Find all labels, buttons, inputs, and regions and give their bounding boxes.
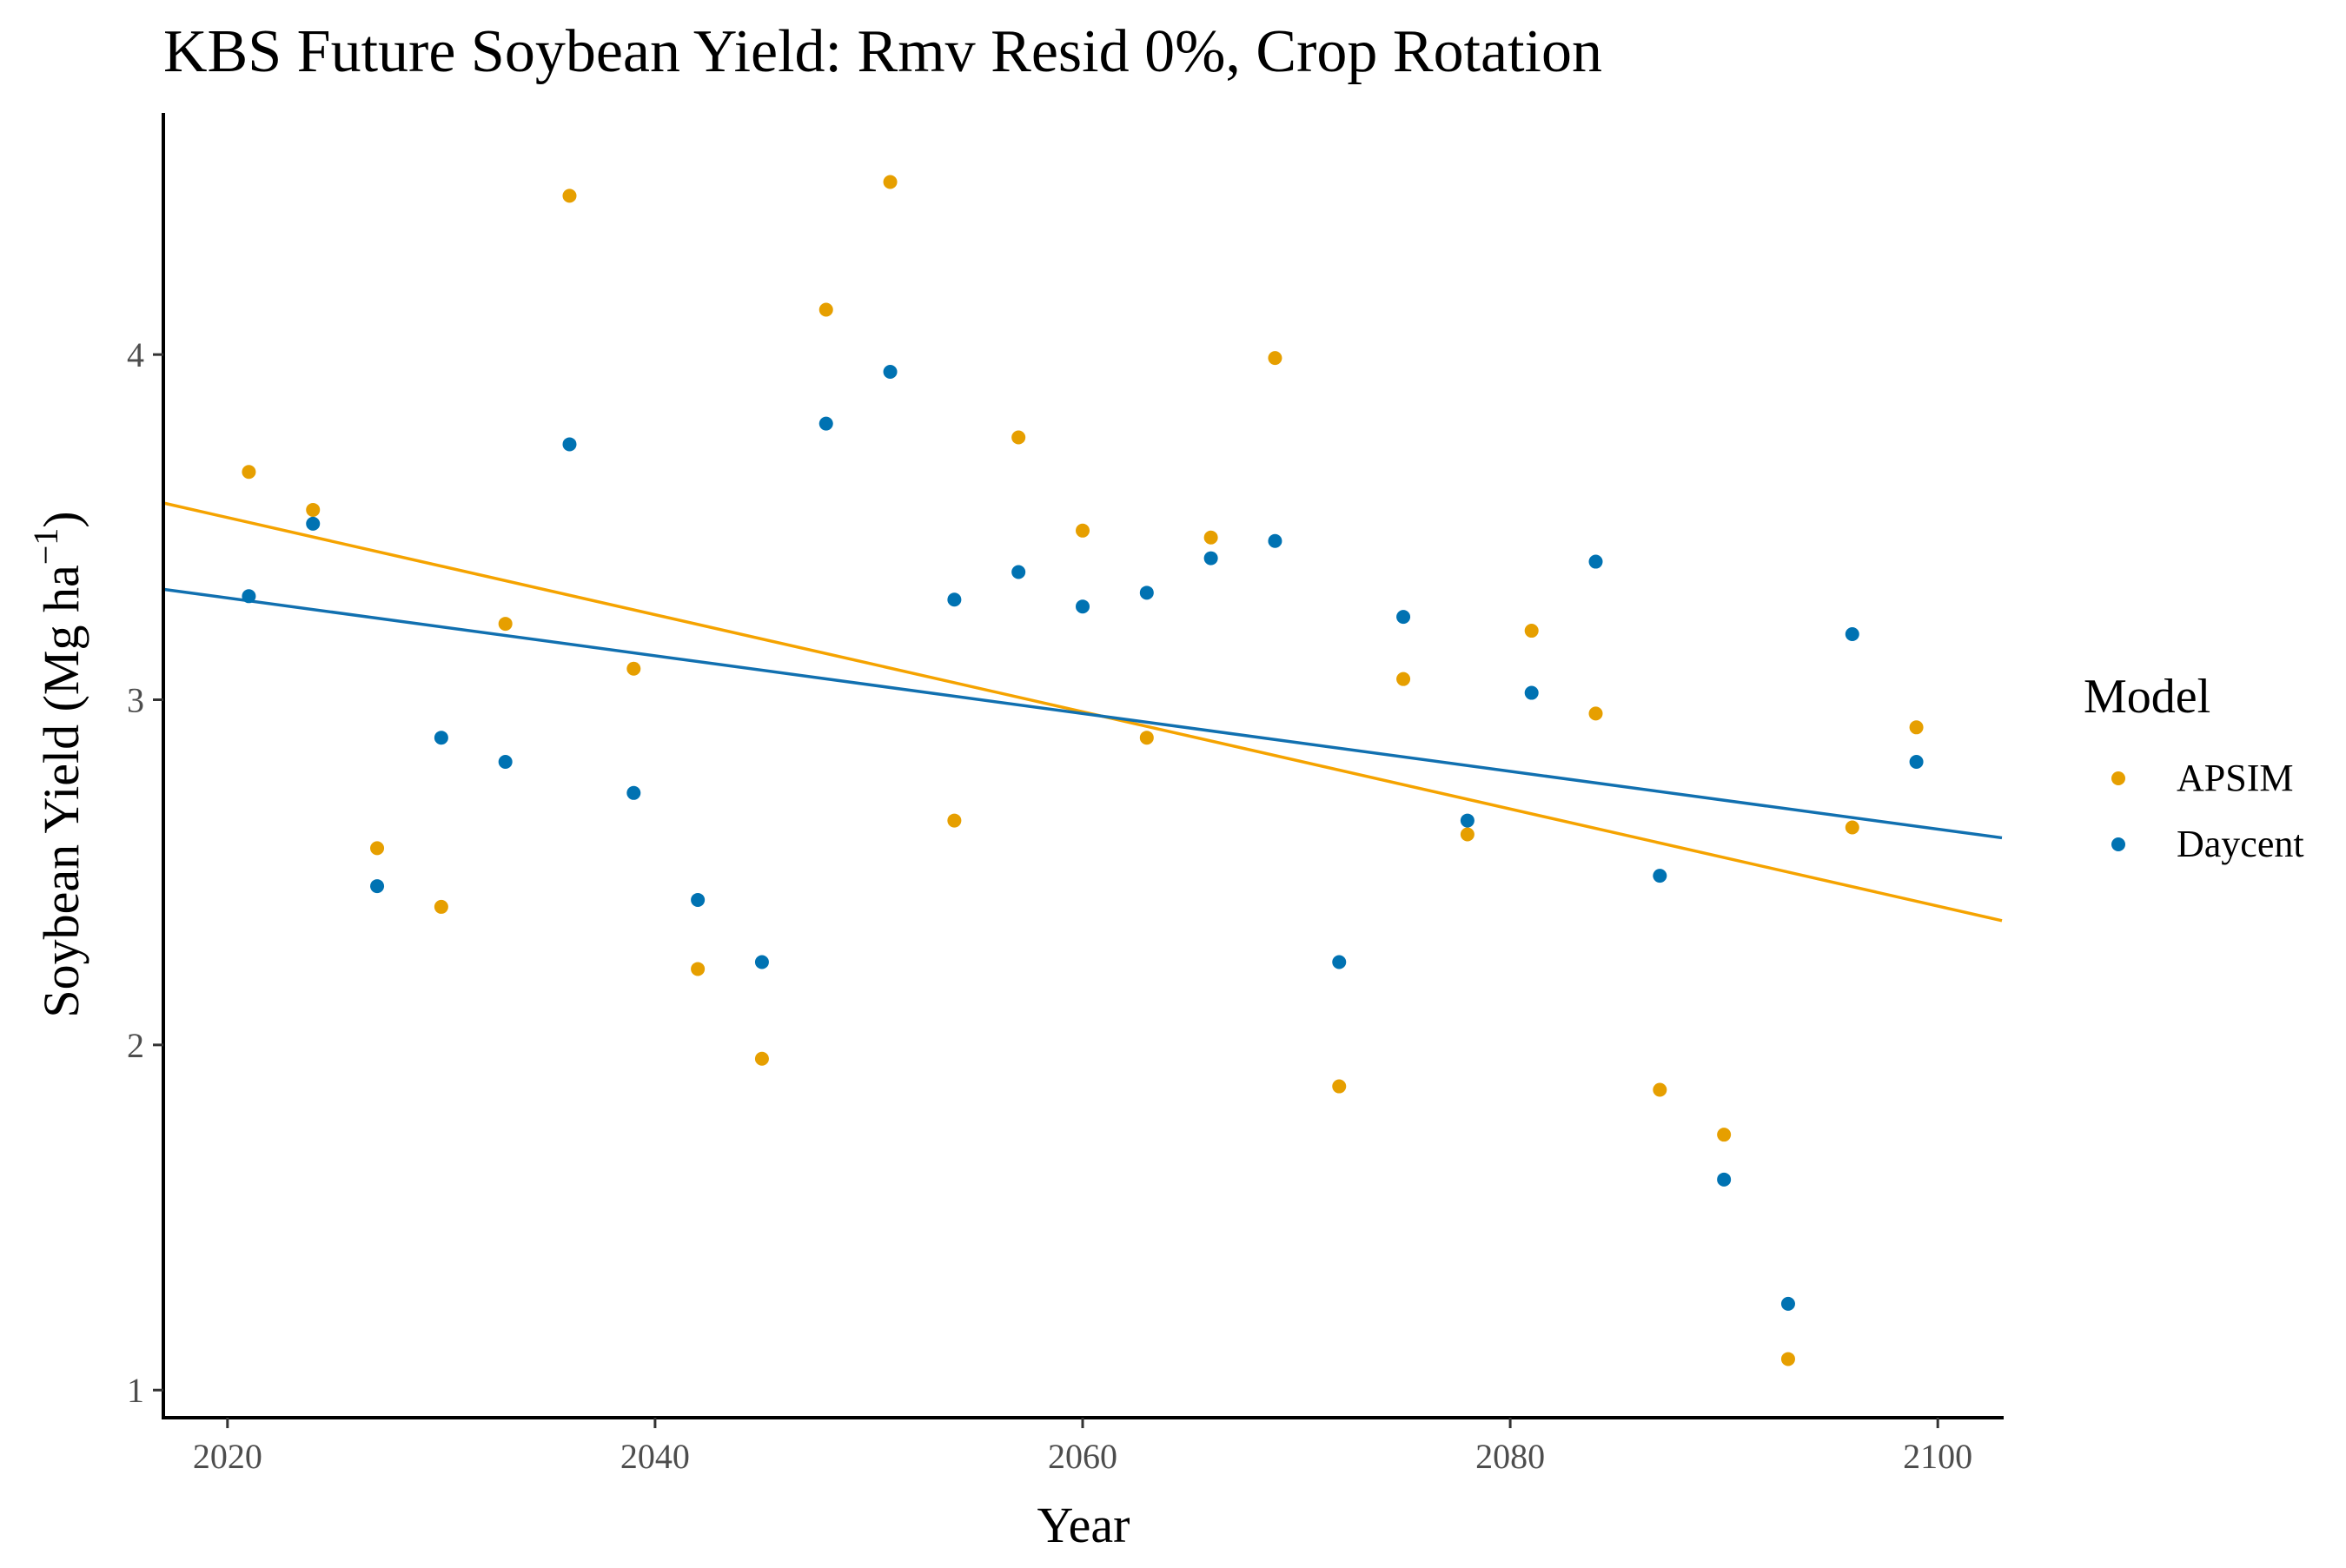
data-point-apsim xyxy=(691,962,706,976)
plot-area xyxy=(162,175,2003,1366)
x-tick-label: 2100 xyxy=(1903,1437,1972,1476)
legend-label-daycent: Daycent xyxy=(2177,823,2304,865)
legend-entries: APSIM Daycent xyxy=(2111,757,2304,865)
data-point-daycent xyxy=(1011,565,1026,579)
y-tick-label: 4 xyxy=(127,335,144,374)
data-point-apsim xyxy=(1653,1082,1667,1097)
data-point-apsim xyxy=(947,813,962,828)
data-point-apsim xyxy=(1268,351,1282,366)
y-axis-label: Soybean Yield (Mg ha−1) xyxy=(26,511,89,1017)
data-point-apsim xyxy=(1011,430,1026,445)
trend-line-apsim xyxy=(162,501,2003,923)
data-point-daycent xyxy=(1268,533,1282,548)
legend-key-daycent xyxy=(2111,837,2125,851)
data-point-daycent xyxy=(754,955,769,969)
data-point-daycent xyxy=(1396,610,1411,625)
data-point-daycent xyxy=(1203,551,1218,566)
x-tick-label: 2060 xyxy=(1048,1437,1117,1476)
data-point-daycent xyxy=(883,365,898,380)
legend-label-apsim: APSIM xyxy=(2177,757,2294,799)
data-point-apsim xyxy=(1588,706,1603,721)
data-point-daycent xyxy=(562,437,577,452)
data-point-daycent xyxy=(1588,554,1603,569)
data-point-daycent xyxy=(818,416,833,431)
data-point-daycent xyxy=(1909,755,1924,770)
data-point-apsim xyxy=(754,1051,769,1066)
data-point-daycent xyxy=(1717,1172,1732,1187)
legend: Model APSIM Daycent xyxy=(2084,670,2304,865)
data-point-daycent xyxy=(1139,586,1154,600)
data-point-apsim xyxy=(883,175,898,189)
data-point-apsim xyxy=(370,841,385,856)
data-point-apsim xyxy=(1524,624,1539,638)
y-tick-label: 3 xyxy=(127,681,144,720)
data-point-apsim xyxy=(1780,1352,1795,1366)
data-point-daycent xyxy=(1524,685,1539,700)
data-point-apsim xyxy=(306,502,321,517)
y-axis-label-superscript: −1 xyxy=(26,528,65,566)
data-point-apsim xyxy=(1203,530,1218,545)
y-axis-label-close: ) xyxy=(33,511,89,527)
data-point-apsim xyxy=(1460,827,1475,842)
data-point-daycent xyxy=(1653,869,1667,883)
data-point-daycent xyxy=(434,731,448,745)
y-axis-label-main: Soybean Yield (Mg ha xyxy=(33,565,89,1017)
x-tick-label: 2020 xyxy=(193,1437,262,1476)
data-point-daycent xyxy=(626,785,641,800)
data-point-apsim xyxy=(1332,1079,1347,1094)
trend-line-daycent xyxy=(162,587,2003,840)
data-point-daycent xyxy=(1845,627,1859,642)
data-point-daycent xyxy=(1780,1296,1795,1311)
legend-key-apsim xyxy=(2111,771,2125,785)
data-point-apsim xyxy=(242,465,256,480)
x-tick-label: 2080 xyxy=(1475,1437,1545,1476)
legend-title: Model xyxy=(2084,670,2210,724)
chart-title: KBS Future Soybean Yield: Rmv Resid 0%, … xyxy=(163,18,1602,85)
data-point-daycent xyxy=(370,879,385,894)
data-point-apsim xyxy=(1076,523,1090,538)
data-point-apsim xyxy=(1845,820,1859,835)
data-point-daycent xyxy=(1460,813,1475,828)
y-axis-ticks: 1 2 3 4 xyxy=(127,335,163,1410)
data-point-daycent xyxy=(1332,955,1347,969)
data-point-apsim xyxy=(818,302,833,317)
data-point-daycent xyxy=(498,755,513,770)
data-point-daycent xyxy=(1076,599,1090,614)
x-tick-label: 2040 xyxy=(620,1437,690,1476)
data-point-daycent xyxy=(691,892,706,907)
data-point-apsim xyxy=(1139,731,1154,745)
data-point-daycent xyxy=(306,516,321,531)
y-tick-label: 2 xyxy=(127,1026,144,1065)
data-point-apsim xyxy=(434,899,448,914)
x-axis-label: Year xyxy=(1037,1497,1130,1553)
data-point-apsim xyxy=(562,189,577,203)
data-point-daycent xyxy=(242,589,256,604)
data-point-apsim xyxy=(1909,720,1924,735)
data-point-apsim xyxy=(1717,1128,1732,1142)
x-axis-ticks: 2020 2040 2060 2080 2100 xyxy=(193,1418,1972,1476)
data-point-apsim xyxy=(626,661,641,676)
data-point-apsim xyxy=(1396,672,1411,686)
data-point-daycent xyxy=(947,592,962,607)
y-tick-label: 1 xyxy=(127,1371,144,1410)
data-point-apsim xyxy=(498,617,513,632)
